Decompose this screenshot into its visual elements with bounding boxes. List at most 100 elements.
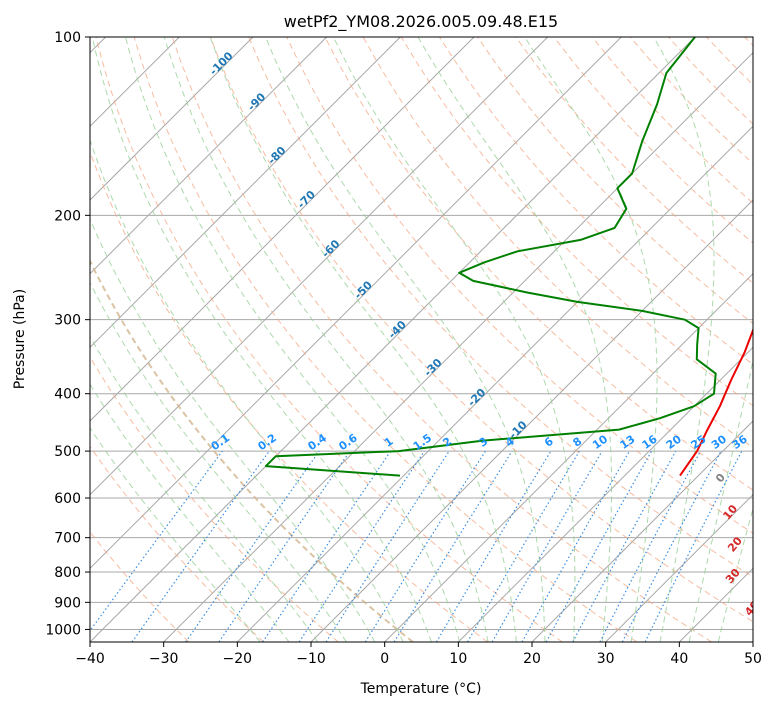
- mixing-ratio-label: 36: [730, 432, 750, 452]
- isotherm-label: -60: [319, 237, 342, 260]
- x-tick-label: 10: [449, 651, 467, 667]
- mixing-ratio-line: [262, 450, 392, 642]
- mixing-ratio-label: 16: [640, 432, 660, 452]
- isotherm-line: [384, 272, 753, 642]
- moist-adiabat: [90, 427, 261, 642]
- x-axis-label: Temperature (°C): [360, 681, 482, 697]
- mixing-ratio-line: [298, 450, 425, 642]
- mixing-ratio-lines: [90, 450, 743, 642]
- moist-adiabat: [653, 37, 715, 642]
- dry-adiabat: [515, 37, 753, 284]
- y-tick-label: 600: [54, 491, 81, 507]
- mixing-ratio-label: 8: [571, 435, 585, 450]
- isotherm-label: -90: [245, 90, 268, 113]
- x-tick-label: 30: [597, 651, 615, 667]
- isobar-lines: [90, 37, 753, 630]
- mixing-ratio-label: 10: [590, 432, 610, 452]
- plot-frame: [89, 36, 754, 643]
- dry-adiabat: [90, 356, 339, 642]
- y-tick-label: 400: [54, 387, 81, 403]
- mixing-ratio-label: 3: [477, 435, 491, 450]
- y-tick-label: 800: [54, 565, 81, 581]
- mixing-ratio-line: [90, 450, 223, 632]
- moist-adiabats: [90, 37, 753, 642]
- mixing-ratio-line: [545, 450, 653, 642]
- isotherm-line: [531, 420, 753, 642]
- mixing-ratio-label: 30: [709, 432, 729, 452]
- dry-adiabat: [591, 37, 753, 204]
- mixing-ratio-line: [364, 450, 486, 642]
- mixing-ratio-line: [131, 450, 270, 642]
- y-tick-label: 300: [54, 313, 81, 329]
- mixing-ratio-label: 0.4: [306, 431, 330, 453]
- y-tick-label: 200: [54, 208, 81, 224]
- isotherm-line: [90, 37, 475, 422]
- moist-adiabat: [90, 217, 376, 642]
- mixing-ratio-line: [185, 450, 320, 642]
- isotherm-label: -20: [465, 386, 488, 409]
- moist-adiabat: [417, 37, 612, 642]
- moist-adiabat: [524, 37, 658, 642]
- isotherm-label: -100: [207, 49, 236, 78]
- moist-adiabat: [90, 138, 404, 642]
- mixing-ratio-label: 6: [542, 435, 556, 450]
- mixing-ratio-line: [393, 450, 513, 642]
- mixing-ratio-line: [218, 450, 351, 642]
- x-axis-ticks: −40 −30 −20 −10 0 10 20 30 40 50: [75, 642, 762, 667]
- dry-adiabats: [90, 37, 753, 642]
- isotherm-line: [90, 37, 254, 201]
- isotherm-label: -70: [295, 188, 318, 211]
- isotherm-lines: [90, 37, 753, 642]
- dry-adiabat: [668, 37, 753, 125]
- chart-title: wetPf2_YM08.2026.005.09.48.E15: [284, 12, 558, 32]
- mixing-ratio-line: [521, 450, 631, 642]
- isotherm-line: [752, 641, 753, 642]
- moist-adiabat: [91, 37, 432, 642]
- mixing-ratio-label: 13: [617, 433, 637, 452]
- dry-adiabat: [248, 37, 753, 578]
- dry-adiabat: [95, 37, 563, 642]
- moist-adiabat-label: 10: [720, 502, 740, 522]
- y-tick-label: 100: [54, 30, 81, 46]
- moist-adiabat: [688, 358, 753, 642]
- dry-adiabat: [90, 531, 190, 642]
- moist-adiabat: [209, 37, 517, 642]
- isotherm-label: -40: [386, 318, 409, 341]
- dry-adiabat: [706, 37, 753, 86]
- y-tick-label: 900: [54, 595, 81, 611]
- mixing-ratio-line: [644, 450, 743, 642]
- x-tick-label: −10: [296, 651, 326, 667]
- moist-adiabat-label: 40: [742, 598, 762, 618]
- moist-adiabat: [265, 37, 546, 642]
- isotherm-line: [605, 493, 753, 642]
- moist-adiabat: [90, 383, 290, 642]
- y-axis-label: Pressure (hPa): [12, 289, 28, 389]
- isotherm-label: -50: [352, 278, 375, 301]
- isotherm-line: [310, 199, 753, 642]
- y-tick-label: 700: [54, 531, 81, 547]
- isotherm-line: [90, 37, 401, 349]
- mixing-ratio-line: [572, 450, 677, 642]
- mixing-ratio-line: [435, 450, 552, 642]
- temperature-line: [679, 327, 753, 477]
- plot-area: 0.1 0.2 0.4 0.6 1 1.5 2 3 4 6 8 10 13 16 20 25 30 3601020…: [90, 37, 762, 642]
- x-tick-label: 20: [523, 651, 541, 667]
- dry-adiabat: [90, 258, 414, 642]
- isotherm-line: [90, 37, 328, 275]
- mixing-ratio-label: 0.1: [209, 431, 232, 453]
- isotherm-label: -30: [421, 356, 444, 379]
- sounding-profiles: [264, 37, 753, 477]
- isotherm-line: [90, 37, 696, 642]
- y-tick-label: 500: [54, 444, 81, 460]
- moist-adiabat: [125, 37, 461, 642]
- x-tick-label: 40: [670, 651, 688, 667]
- moist-adiabat: [90, 281, 347, 642]
- isotherm-line: [678, 567, 753, 642]
- dry-adiabat: [210, 37, 753, 623]
- dry-adiabat: [133, 37, 638, 642]
- x-tick-label: −20: [223, 651, 253, 667]
- moist-adiabat: [332, 37, 576, 642]
- x-tick-label: 50: [744, 651, 762, 667]
- y-tick-label: 1000: [45, 622, 81, 638]
